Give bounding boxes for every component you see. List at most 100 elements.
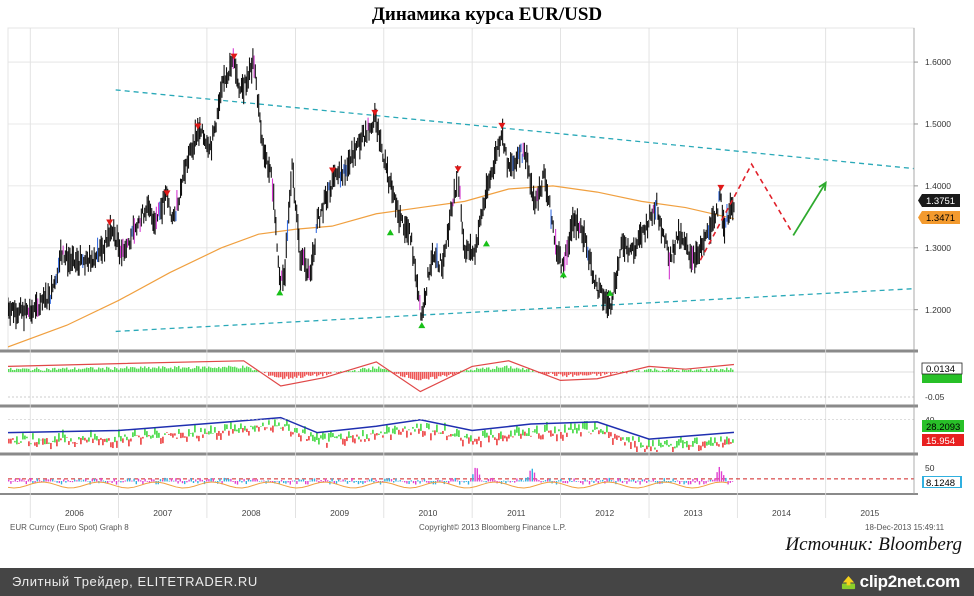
p2-area-bar xyxy=(716,442,718,446)
p1-histogram-bar xyxy=(150,368,152,372)
p1-histogram-bar xyxy=(128,368,130,372)
p2-area-bar xyxy=(690,445,692,447)
p2-area-bar xyxy=(532,431,534,433)
p2-area-bar xyxy=(562,434,564,441)
p2-area-bar xyxy=(406,430,408,438)
p2-area-bar xyxy=(166,432,168,433)
p3-oscillator-bar xyxy=(683,481,685,485)
p2-area-bar xyxy=(44,438,46,445)
p1-histogram-bar xyxy=(238,368,240,372)
p1-histogram-bar xyxy=(152,367,154,372)
p3-oscillator-bar xyxy=(445,481,448,482)
p1-histogram-bar xyxy=(424,372,426,379)
p1-histogram-bar xyxy=(438,372,440,377)
p1-histogram-bar xyxy=(410,372,412,379)
p2-area-bar xyxy=(98,439,100,446)
p1-histogram-bar xyxy=(218,366,220,372)
p3-oscillator-bar xyxy=(155,481,157,485)
p3-oscillator-bar xyxy=(527,477,529,482)
p3-oscillator-bar xyxy=(104,481,107,484)
p2-area-bar xyxy=(264,427,266,431)
p3-oscillator-bar xyxy=(410,480,412,482)
p3-oscillator-bar xyxy=(467,481,470,485)
p1-histogram-bar xyxy=(562,372,564,377)
p3-oscillator-bar xyxy=(118,480,120,482)
p2-area-bar xyxy=(96,436,98,441)
p2-area-bar xyxy=(218,430,220,436)
p3-oscillator-bar xyxy=(357,481,360,485)
clip2net-logo[interactable]: clip2net.com xyxy=(841,571,960,593)
p3-oscillator-bar xyxy=(258,481,261,482)
p1-histogram-bar xyxy=(544,372,546,375)
p3-oscillator-bar xyxy=(351,478,353,482)
indicator-panel-2 xyxy=(8,416,914,452)
p1-histogram-bar xyxy=(78,368,80,372)
indicator-panel-1 xyxy=(8,360,914,398)
p3-oscillator-bar xyxy=(632,479,635,482)
p3-oscillator-bar xyxy=(492,477,494,482)
p1-histogram-bar xyxy=(182,367,184,372)
p1-histogram-bar xyxy=(64,368,66,372)
p2-area-bar xyxy=(176,437,178,439)
p3-oscillator-bar xyxy=(430,481,432,483)
p1-histogram-bar xyxy=(34,368,36,372)
p3-oscillator-bar xyxy=(564,481,566,484)
p2-area-bar xyxy=(460,437,462,441)
p1-histogram-bar xyxy=(86,367,88,372)
p2-area-bar xyxy=(328,433,330,442)
p2-area-bar xyxy=(542,434,544,440)
p1-histogram-bar xyxy=(198,366,200,372)
p2-area-bar xyxy=(656,449,658,452)
p3-oscillator-bar xyxy=(8,479,10,482)
p3-oscillator-bar xyxy=(544,480,547,482)
p3-oscillator-bar xyxy=(305,481,307,485)
p3-oscillator-bar xyxy=(696,478,698,482)
p2-area-bar xyxy=(90,429,92,438)
p1-histogram-bar xyxy=(422,372,424,379)
p1-histogram-bar xyxy=(378,366,380,372)
up-signal-marker xyxy=(276,289,284,296)
p2-area-bar xyxy=(684,442,686,444)
p2-area-bar xyxy=(360,439,362,442)
p3-oscillator-bar xyxy=(181,481,184,484)
p2-area-bar xyxy=(40,439,42,441)
p1-histogram-bar xyxy=(234,366,236,372)
p1-histogram-bar xyxy=(288,372,290,379)
lower-trendline xyxy=(115,288,914,333)
p2-area-bar xyxy=(578,424,580,431)
p2-area-bar xyxy=(706,441,708,446)
p2-area-bar xyxy=(484,429,486,438)
p1-histogram-bar xyxy=(214,367,216,372)
p3-oscillator-bar xyxy=(364,481,366,483)
p2-area-bar xyxy=(650,446,652,452)
p2-area-bar xyxy=(616,435,618,440)
p1-histogram-bar xyxy=(74,367,76,372)
p1-histogram-bar xyxy=(592,372,594,374)
p2-area-bar xyxy=(508,434,510,439)
p2-area-bar xyxy=(400,431,402,435)
p2-area-bar xyxy=(450,434,452,437)
p2-area-bar xyxy=(730,442,732,444)
p2-area-bar xyxy=(514,429,516,436)
p3-oscillator-bar xyxy=(637,480,639,482)
p1-histogram-bar xyxy=(684,370,686,372)
p3-oscillator-bar xyxy=(569,477,571,482)
p2-area-bar xyxy=(212,433,214,434)
p1-histogram-bar xyxy=(244,367,246,372)
p2-area-bar xyxy=(454,433,456,437)
p2-area-bar xyxy=(516,425,518,433)
p3-oscillator-bar xyxy=(520,479,522,482)
p1-histogram-bar xyxy=(328,372,330,374)
p1-histogram-bar xyxy=(308,372,310,376)
p3-oscillator-bar xyxy=(437,480,439,482)
p1-histogram-bar xyxy=(242,365,244,372)
p3-oscillator-bar xyxy=(261,480,263,482)
p1-histogram-bar xyxy=(626,372,628,374)
p2-area-bar xyxy=(150,435,152,439)
p1-histogram-bar xyxy=(76,369,78,372)
p2-area-bar xyxy=(132,432,134,438)
p3-oscillator-bar xyxy=(225,478,228,482)
p1-histogram-bar xyxy=(512,368,514,372)
p3-oscillator-bar xyxy=(65,481,67,483)
p1-histogram-bar xyxy=(40,370,42,372)
